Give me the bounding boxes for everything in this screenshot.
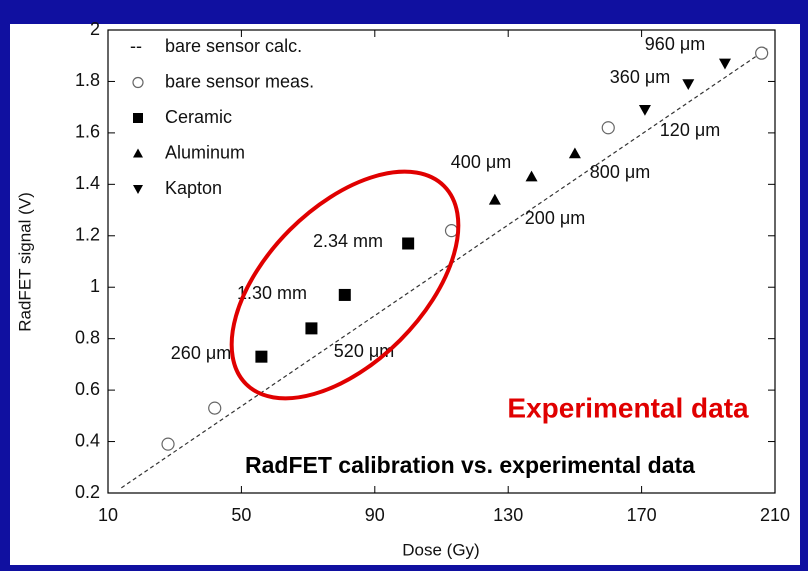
y-tick-label: 2 (90, 19, 100, 39)
y-tick-label: 1.6 (75, 122, 100, 142)
point (638, 104, 651, 116)
point (682, 79, 695, 91)
annotation: 960 μm (645, 34, 705, 54)
y-tick-label: 1.2 (75, 225, 100, 245)
x-tick-label: 90 (365, 505, 385, 525)
x-tick-label: 170 (627, 505, 657, 525)
y-tick-label: 0.2 (75, 482, 100, 502)
y-tick-label: 1.8 (75, 70, 100, 90)
point (255, 350, 268, 363)
y-tick-label: 1 (90, 276, 100, 296)
annotation: 800 μm (590, 162, 650, 182)
annotation: 400 μm (451, 152, 511, 172)
calc-line (121, 47, 769, 489)
legend-symbol (133, 185, 143, 194)
y-tick-label: 0.8 (75, 327, 100, 347)
point (601, 121, 615, 135)
legend-symbol (133, 148, 143, 158)
legend-label: Kapton (165, 178, 222, 198)
legend-symbol: -- (130, 36, 142, 56)
point (718, 58, 731, 70)
annotation: 360 μm (610, 67, 670, 87)
point (305, 322, 318, 335)
y-tick-label: 1.4 (75, 173, 100, 193)
point (161, 437, 175, 451)
point (755, 46, 769, 60)
x-tick-label: 210 (760, 505, 790, 525)
x-tick-label: 10 (98, 505, 118, 525)
annotation: 120 μm (660, 120, 720, 140)
point (568, 147, 581, 159)
x-axis-label: Dose (Gy) (402, 540, 479, 559)
caption: RadFET calibration vs. experimental data (245, 452, 695, 478)
point (338, 288, 351, 301)
legend-symbol (132, 76, 144, 89)
annotation: 260 μm (171, 343, 231, 363)
annotation: 520 μm (334, 341, 394, 361)
annotation: 2.34 mm (313, 231, 383, 251)
x-tick-label: 50 (231, 505, 251, 525)
annotation: 200 μm (525, 208, 585, 228)
annotation: 1.30 mm (237, 283, 307, 303)
point (488, 193, 501, 205)
y-tick-label: 0.6 (75, 379, 100, 399)
x-tick-label: 130 (493, 505, 523, 525)
point (525, 170, 538, 182)
legend-label: Aluminum (165, 142, 245, 162)
legend-label: bare sensor meas. (165, 71, 314, 91)
point (444, 224, 459, 238)
legend-label: Ceramic (165, 107, 232, 127)
highlight-ellipse (229, 169, 461, 401)
y-axis-label: RadFET signal (V) (15, 192, 34, 332)
point (208, 401, 222, 415)
y-tick-label: 0.4 (75, 430, 100, 450)
plot-frame (107, 29, 776, 494)
highlight-text: Experimental data (507, 392, 749, 423)
point (402, 237, 415, 250)
legend-label: bare sensor calc. (165, 36, 302, 56)
legend-symbol (133, 113, 143, 123)
